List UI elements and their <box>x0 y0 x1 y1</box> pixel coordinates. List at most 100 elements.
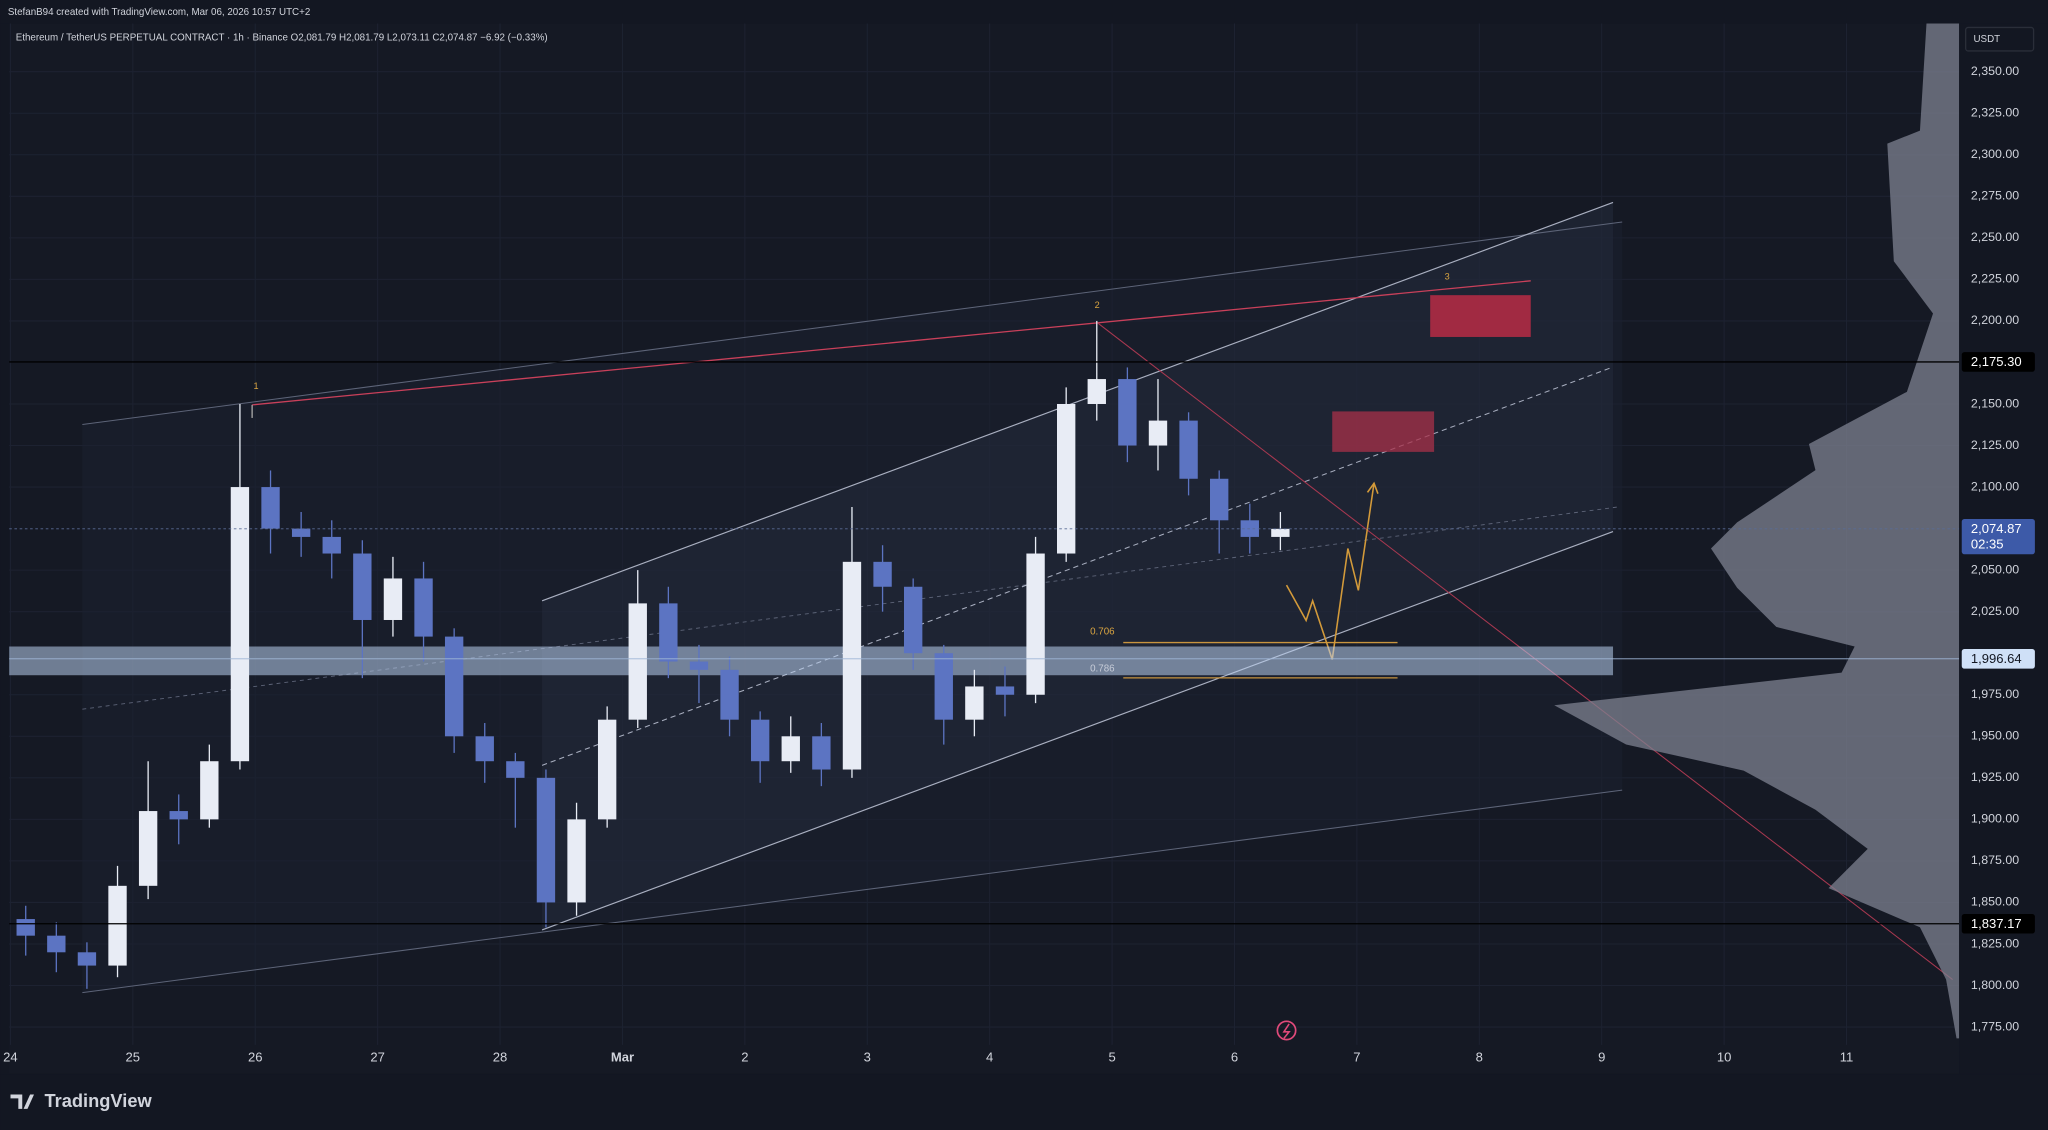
fib-label: 0.786 <box>1090 663 1115 674</box>
price-levels <box>9 361 1960 925</box>
y-tick-label: 1,950.00 <box>1971 729 2019 743</box>
candle-body <box>995 686 1015 695</box>
currency-box <box>1965 26 2035 52</box>
wave-label: 1 <box>253 381 258 391</box>
candles <box>16 320 1290 989</box>
channel-upper <box>541 201 1614 602</box>
candle-body <box>934 653 953 720</box>
candle-body <box>506 761 525 778</box>
fib-label: 0.706 <box>1090 627 1115 638</box>
axes: 1,775.00 1,800.00 1,825.00 1,850.00 1,875.00… <box>3 64 2035 1064</box>
candle-body <box>628 603 647 720</box>
credit: StefanB94 created with TradingView.com, … <box>8 7 310 18</box>
y-tick-label: 2,275.00 <box>1971 189 2019 203</box>
candle-body <box>567 819 586 903</box>
candle-body <box>200 761 219 820</box>
y-tick-label: 2,250.00 <box>1971 230 2019 244</box>
candle-body <box>1148 420 1168 446</box>
y-tick-label: 2,025.00 <box>1971 604 2019 618</box>
arrow-head <box>1366 481 1379 494</box>
candle-body <box>138 811 158 886</box>
wave-label: 3 <box>1445 271 1450 281</box>
bottom-bar <box>0 1074 2048 1130</box>
candle-body <box>750 719 770 762</box>
candle-body <box>781 736 800 762</box>
price-label: 2,074.87 <box>1971 521 2022 536</box>
brand: TradingView <box>44 1090 152 1111</box>
candle-body <box>1026 553 1045 695</box>
candle-body <box>108 885 127 966</box>
channel-mid <box>541 366 1614 766</box>
currency: USDT <box>1974 34 2001 45</box>
outer-lower-line <box>82 789 1623 994</box>
y-tick-label: 2,300.00 <box>1971 147 2019 161</box>
x-tick-label: 3 <box>864 1049 871 1064</box>
price-label: 1,837.17 <box>1971 916 2022 931</box>
price-label-box <box>1961 913 2035 934</box>
y-tick-label: 1,825.00 <box>1971 936 2019 950</box>
candle-body <box>720 669 739 720</box>
supply-zone <box>1332 411 1435 452</box>
candle-body <box>353 553 372 620</box>
candle-body <box>414 578 433 637</box>
candle-body <box>1056 403 1076 554</box>
y-tick-label: 2,325.00 <box>1971 106 2019 120</box>
price-label-box <box>1961 352 2035 372</box>
candle-body <box>16 919 35 936</box>
y-tick-label: 2,125.00 <box>1971 438 2019 452</box>
candle-body <box>169 811 188 820</box>
countdown: 02:35 <box>1971 537 2004 552</box>
y-tick-label: 1,850.00 <box>1971 895 2019 909</box>
x-tick-label: 8 <box>1476 1049 1483 1064</box>
y-tick-label: 2,050.00 <box>1971 562 2019 576</box>
price-label-box <box>1961 519 2035 555</box>
candle-body <box>812 736 831 770</box>
channel-lower <box>541 531 1614 931</box>
x-tick-label: Mar <box>611 1049 634 1064</box>
supply-zone <box>1430 295 1531 337</box>
alert-icon <box>1276 1020 1297 1041</box>
y-tick-label: 2,225.00 <box>1971 272 2019 286</box>
candle-body <box>965 686 984 720</box>
x-tick-label: 28 <box>493 1049 508 1064</box>
x-tick-label: 25 <box>126 1049 141 1064</box>
x-tick-label: 26 <box>248 1049 263 1064</box>
x-tick-label: 4 <box>986 1049 993 1064</box>
x-tick-label: 6 <box>1231 1049 1238 1064</box>
y-tick-label: 1,900.00 <box>1971 812 2019 826</box>
support-band <box>9 646 1614 676</box>
top-bar <box>0 0 2048 24</box>
red-trend-line <box>252 280 1531 406</box>
chart-title: Ethereum / TetherUS PERPETUAL CONTRACT ·… <box>16 32 548 43</box>
candle-body <box>291 528 311 537</box>
volume-profile <box>1554 23 1960 1039</box>
candle-body <box>536 777 556 903</box>
brand-logo <box>10 1094 35 1109</box>
y-tick-label: 2,350.00 <box>1971 64 2019 78</box>
candle-body <box>873 561 892 587</box>
y-tick-label: 1,975.00 <box>1971 687 2019 701</box>
outer-upper-line <box>82 221 1623 425</box>
y-tick-label: 1,925.00 <box>1971 770 2019 784</box>
x-tick-label: 2 <box>741 1049 748 1064</box>
candle-body <box>842 561 862 770</box>
candle-body <box>659 603 678 662</box>
wave-label: 2 <box>1095 300 1100 310</box>
candle-body <box>1087 379 1106 404</box>
x-tick-label: 24 <box>3 1049 18 1064</box>
x-tick-label: 7 <box>1353 1049 1360 1064</box>
candle-body <box>597 719 617 820</box>
x-tick-label: 9 <box>1598 1049 1605 1064</box>
candle-body <box>444 636 464 737</box>
candle-body <box>322 536 341 554</box>
y-tick-label: 2,100.00 <box>1971 479 2019 493</box>
candle-body <box>689 661 709 670</box>
candle-body <box>1271 528 1290 537</box>
candle-body <box>77 952 97 966</box>
y-tick-label: 2,200.00 <box>1971 313 2019 327</box>
candle-body <box>230 487 250 762</box>
x-tick-label: 10 <box>1717 1049 1732 1064</box>
candle-body <box>475 736 494 762</box>
